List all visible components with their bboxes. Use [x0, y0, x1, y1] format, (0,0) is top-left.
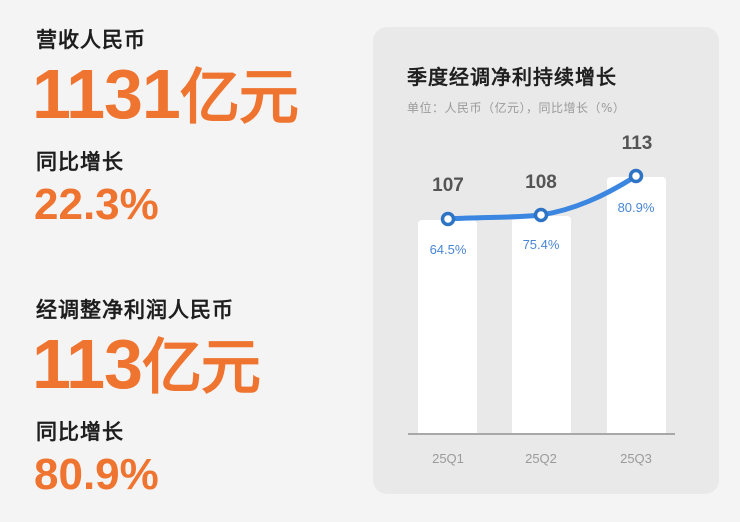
chart-title: 季度经调净利持续增长 [407, 65, 617, 89]
revenue-unit: 亿元 [179, 63, 299, 133]
bar-25q1 [418, 220, 477, 433]
profit-yoy-value: 80.9% [34, 450, 159, 499]
growth-line [440, 168, 644, 227]
value-label-25q1: 107 [432, 175, 464, 196]
growth-point-25q2 [533, 207, 549, 223]
growth-label-25q2: 75.4% [522, 237, 560, 252]
bar-line-chart: 107 108 113 64.5% 75.4% 80.9% 25Q1 25Q2 … [373, 27, 719, 494]
bar-25q2 [512, 216, 571, 433]
profit-unit: 亿元 [141, 333, 261, 403]
profit-yoy-label: 同比增长 [36, 420, 124, 444]
profit-value: 113亿元 [32, 325, 261, 406]
chart-card: 季度经调净利持续增长 单位：人民币（亿元），同比增长（%） 107 108 11… [373, 27, 719, 494]
x-axis-line [408, 433, 675, 435]
growth-point-25q1 [440, 211, 456, 227]
growth-label-25q3: 80.9% [617, 200, 655, 215]
value-label-25q3: 113 [621, 133, 653, 154]
value-label-25q2: 108 [525, 172, 557, 193]
growth-label-25q1: 64.5% [429, 242, 467, 257]
chart-subtitle: 单位：人民币（亿元），同比增长（%） [407, 101, 626, 115]
growth-point-25q3 [628, 168, 644, 184]
x-tick-25q1: 25Q1 [432, 451, 464, 466]
revenue-number: 1131 [32, 55, 181, 133]
profit-number: 113 [32, 325, 143, 403]
revenue-yoy-label: 同比增长 [36, 150, 124, 174]
revenue-value: 1131亿元 [32, 55, 299, 136]
profit-label: 经调整净利润人民币 [36, 298, 234, 322]
revenue-label: 营收人民币 [36, 28, 146, 52]
revenue-yoy-value: 22.3% [34, 180, 159, 229]
x-tick-25q2: 25Q2 [525, 451, 557, 466]
kpi-panel: 营收人民币 1131亿元 同比增长 22.3% 经调整净利润人民币 113亿元 … [32, 28, 299, 499]
bar-25q3 [607, 177, 666, 433]
x-tick-25q3: 25Q3 [620, 451, 652, 466]
